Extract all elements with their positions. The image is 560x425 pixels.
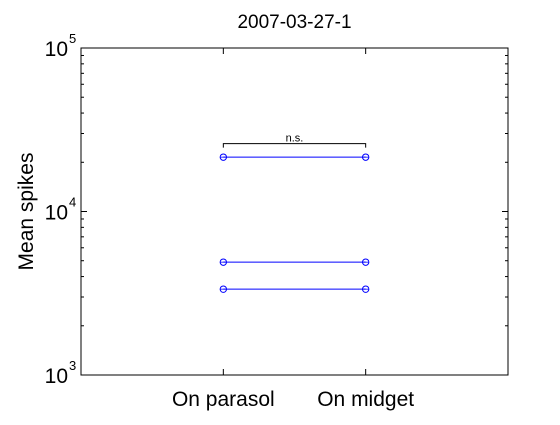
y-tick-base: 10 <box>45 202 68 225</box>
y-tick-exponent: 4 <box>69 195 76 210</box>
minor-ticks <box>81 54 508 327</box>
series-line <box>219 285 370 293</box>
significance-label: n.s. <box>286 133 304 145</box>
y-tick-label: 10 5 <box>45 31 77 61</box>
y-axis-label: Mean spikes <box>15 153 38 271</box>
x-tick-labels: On parasol On midget <box>172 388 414 411</box>
y-tick-label: 10 4 <box>45 195 77 225</box>
y-tick-exponent: 3 <box>69 358 76 373</box>
significance-annotation: n.s. <box>222 133 367 148</box>
y-tick-label: 10 3 <box>45 358 77 388</box>
series-line <box>219 153 370 161</box>
y-tick-base: 10 <box>45 365 68 388</box>
significance-bracket <box>222 143 367 148</box>
major-ticks <box>81 47 508 376</box>
plot-frame <box>80 47 509 376</box>
series-group <box>219 153 370 293</box>
y-tick-exponent: 5 <box>69 31 76 46</box>
x-tick-label: On parasol <box>172 388 275 411</box>
series-line <box>219 258 370 266</box>
y-tick-base: 10 <box>45 38 68 61</box>
x-tick-label: On midget <box>317 388 414 411</box>
chart-title: 2007-03-27-1 <box>237 12 351 33</box>
